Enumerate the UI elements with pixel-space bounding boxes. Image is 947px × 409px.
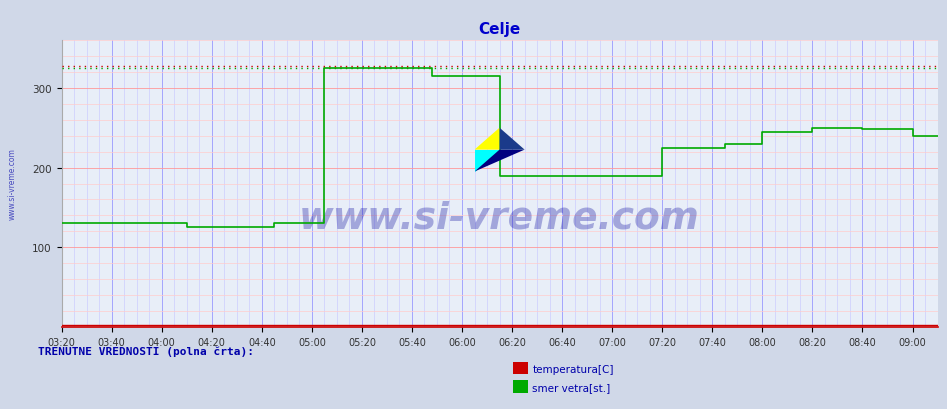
Text: www.si-vreme.com: www.si-vreme.com [299, 200, 700, 236]
Polygon shape [500, 128, 525, 150]
Title: Celje: Celje [478, 22, 521, 37]
Text: temperatura[C]: temperatura[C] [532, 364, 614, 374]
Polygon shape [474, 150, 500, 172]
Polygon shape [474, 128, 500, 150]
Text: www.si-vreme.com: www.si-vreme.com [8, 148, 17, 220]
Text: TRENUTNE VREDNOSTI (polna črta):: TRENUTNE VREDNOSTI (polna črta): [38, 345, 254, 356]
Polygon shape [474, 150, 525, 172]
Text: smer vetra[st.]: smer vetra[st.] [532, 382, 611, 392]
